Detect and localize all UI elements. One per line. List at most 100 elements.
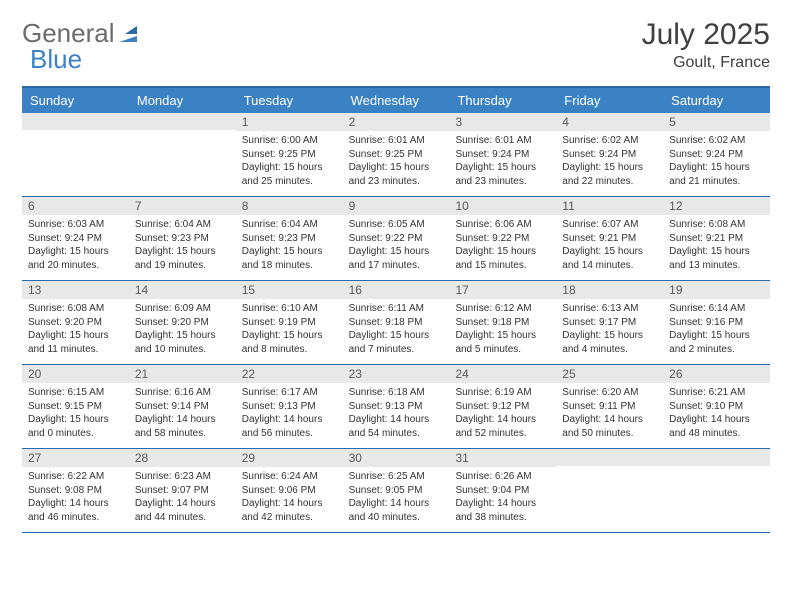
- day-details: Sunrise: 6:04 AMSunset: 9:23 PMDaylight:…: [236, 215, 343, 280]
- day-details: Sunrise: 6:20 AMSunset: 9:11 PMDaylight:…: [556, 383, 663, 448]
- sunset-text: Sunset: 9:15 PM: [28, 400, 123, 414]
- day-cell: 27Sunrise: 6:22 AMSunset: 9:08 PMDayligh…: [22, 449, 129, 532]
- week-row: 27Sunrise: 6:22 AMSunset: 9:08 PMDayligh…: [22, 449, 770, 533]
- day-cell: 26Sunrise: 6:21 AMSunset: 9:10 PMDayligh…: [663, 365, 770, 448]
- day-cell: 31Sunrise: 6:26 AMSunset: 9:04 PMDayligh…: [449, 449, 556, 532]
- sunset-text: Sunset: 9:13 PM: [349, 400, 444, 414]
- logo-icon: [119, 24, 143, 44]
- daylight-text: Daylight: 15 hours and 15 minutes.: [455, 245, 550, 272]
- sunrise-text: Sunrise: 6:06 AM: [455, 218, 550, 232]
- day-cell: 1Sunrise: 6:00 AMSunset: 9:25 PMDaylight…: [236, 113, 343, 196]
- dayname: Tuesday: [236, 88, 343, 113]
- sunset-text: Sunset: 9:18 PM: [455, 316, 550, 330]
- day-cell: 25Sunrise: 6:20 AMSunset: 9:11 PMDayligh…: [556, 365, 663, 448]
- sunset-text: Sunset: 9:14 PM: [135, 400, 230, 414]
- weeks: 1Sunrise: 6:00 AMSunset: 9:25 PMDaylight…: [22, 113, 770, 533]
- day-cell: 15Sunrise: 6:10 AMSunset: 9:19 PMDayligh…: [236, 281, 343, 364]
- daylight-text: Daylight: 15 hours and 23 minutes.: [455, 161, 550, 188]
- day-number: 20: [22, 365, 129, 383]
- day-details: [556, 466, 663, 522]
- sunset-text: Sunset: 9:12 PM: [455, 400, 550, 414]
- dayname: Wednesday: [343, 88, 450, 113]
- dayname: Sunday: [22, 88, 129, 113]
- day-details: Sunrise: 6:17 AMSunset: 9:13 PMDaylight:…: [236, 383, 343, 448]
- day-cell: 8Sunrise: 6:04 AMSunset: 9:23 PMDaylight…: [236, 197, 343, 280]
- sunrise-text: Sunrise: 6:01 AM: [455, 134, 550, 148]
- sunset-text: Sunset: 9:22 PM: [455, 232, 550, 246]
- day-details: Sunrise: 6:21 AMSunset: 9:10 PMDaylight:…: [663, 383, 770, 448]
- week-row: 20Sunrise: 6:15 AMSunset: 9:15 PMDayligh…: [22, 365, 770, 449]
- day-details: Sunrise: 6:01 AMSunset: 9:25 PMDaylight:…: [343, 131, 450, 196]
- day-number: 7: [129, 197, 236, 215]
- day-cell: 3Sunrise: 6:01 AMSunset: 9:24 PMDaylight…: [449, 113, 556, 196]
- sunrise-text: Sunrise: 6:01 AM: [349, 134, 444, 148]
- header: General July 2025 Goult, France: [22, 18, 770, 72]
- month-title: July 2025: [642, 18, 770, 52]
- day-details: Sunrise: 6:12 AMSunset: 9:18 PMDaylight:…: [449, 299, 556, 364]
- daylight-text: Daylight: 14 hours and 48 minutes.: [669, 413, 764, 440]
- day-number: 24: [449, 365, 556, 383]
- sunrise-text: Sunrise: 6:14 AM: [669, 302, 764, 316]
- sunrise-text: Sunrise: 6:08 AM: [28, 302, 123, 316]
- day-number: [129, 113, 236, 130]
- sunrise-text: Sunrise: 6:22 AM: [28, 470, 123, 484]
- day-cell: 11Sunrise: 6:07 AMSunset: 9:21 PMDayligh…: [556, 197, 663, 280]
- week-row: 6Sunrise: 6:03 AMSunset: 9:24 PMDaylight…: [22, 197, 770, 281]
- day-cell: 5Sunrise: 6:02 AMSunset: 9:24 PMDaylight…: [663, 113, 770, 196]
- day-details: Sunrise: 6:08 AMSunset: 9:21 PMDaylight:…: [663, 215, 770, 280]
- sunset-text: Sunset: 9:24 PM: [455, 148, 550, 162]
- day-details: Sunrise: 6:15 AMSunset: 9:15 PMDaylight:…: [22, 383, 129, 448]
- daylight-text: Daylight: 15 hours and 11 minutes.: [28, 329, 123, 356]
- daylight-text: Daylight: 14 hours and 50 minutes.: [562, 413, 657, 440]
- sunrise-text: Sunrise: 6:07 AM: [562, 218, 657, 232]
- day-cell: 18Sunrise: 6:13 AMSunset: 9:17 PMDayligh…: [556, 281, 663, 364]
- sunrise-text: Sunrise: 6:13 AM: [562, 302, 657, 316]
- day-cell: 9Sunrise: 6:05 AMSunset: 9:22 PMDaylight…: [343, 197, 450, 280]
- day-number: 26: [663, 365, 770, 383]
- daylight-text: Daylight: 15 hours and 8 minutes.: [242, 329, 337, 356]
- day-details: Sunrise: 6:22 AMSunset: 9:08 PMDaylight:…: [22, 467, 129, 532]
- day-details: Sunrise: 6:04 AMSunset: 9:23 PMDaylight:…: [129, 215, 236, 280]
- day-details: Sunrise: 6:19 AMSunset: 9:12 PMDaylight:…: [449, 383, 556, 448]
- day-cell: 2Sunrise: 6:01 AMSunset: 9:25 PMDaylight…: [343, 113, 450, 196]
- day-number: [22, 113, 129, 130]
- sunrise-text: Sunrise: 6:15 AM: [28, 386, 123, 400]
- day-details: Sunrise: 6:01 AMSunset: 9:24 PMDaylight:…: [449, 131, 556, 196]
- day-number: 6: [22, 197, 129, 215]
- daylight-text: Daylight: 15 hours and 5 minutes.: [455, 329, 550, 356]
- daylight-text: Daylight: 15 hours and 10 minutes.: [135, 329, 230, 356]
- day-number: 2: [343, 113, 450, 131]
- day-cell: [22, 113, 129, 196]
- daylight-text: Daylight: 15 hours and 20 minutes.: [28, 245, 123, 272]
- day-details: [129, 130, 236, 186]
- day-details: [22, 130, 129, 186]
- day-number: 10: [449, 197, 556, 215]
- sunset-text: Sunset: 9:06 PM: [242, 484, 337, 498]
- sunset-text: Sunset: 9:08 PM: [28, 484, 123, 498]
- sunset-text: Sunset: 9:21 PM: [562, 232, 657, 246]
- day-cell: 6Sunrise: 6:03 AMSunset: 9:24 PMDaylight…: [22, 197, 129, 280]
- sunrise-text: Sunrise: 6:19 AM: [455, 386, 550, 400]
- sunrise-text: Sunrise: 6:00 AM: [242, 134, 337, 148]
- day-details: Sunrise: 6:11 AMSunset: 9:18 PMDaylight:…: [343, 299, 450, 364]
- day-details: Sunrise: 6:02 AMSunset: 9:24 PMDaylight:…: [556, 131, 663, 196]
- day-number: 8: [236, 197, 343, 215]
- sunrise-text: Sunrise: 6:16 AM: [135, 386, 230, 400]
- day-number: 22: [236, 365, 343, 383]
- daylight-text: Daylight: 14 hours and 46 minutes.: [28, 497, 123, 524]
- daylight-text: Daylight: 15 hours and 23 minutes.: [349, 161, 444, 188]
- daylight-text: Daylight: 14 hours and 56 minutes.: [242, 413, 337, 440]
- day-cell: 19Sunrise: 6:14 AMSunset: 9:16 PMDayligh…: [663, 281, 770, 364]
- sunrise-text: Sunrise: 6:04 AM: [135, 218, 230, 232]
- day-details: Sunrise: 6:23 AMSunset: 9:07 PMDaylight:…: [129, 467, 236, 532]
- day-cell: 17Sunrise: 6:12 AMSunset: 9:18 PMDayligh…: [449, 281, 556, 364]
- day-cell: 20Sunrise: 6:15 AMSunset: 9:15 PMDayligh…: [22, 365, 129, 448]
- day-number: 18: [556, 281, 663, 299]
- day-details: Sunrise: 6:26 AMSunset: 9:04 PMDaylight:…: [449, 467, 556, 532]
- day-number: 3: [449, 113, 556, 131]
- day-cell: 29Sunrise: 6:24 AMSunset: 9:06 PMDayligh…: [236, 449, 343, 532]
- day-number: 11: [556, 197, 663, 215]
- sunset-text: Sunset: 9:17 PM: [562, 316, 657, 330]
- sunset-text: Sunset: 9:05 PM: [349, 484, 444, 498]
- daylight-text: Daylight: 14 hours and 54 minutes.: [349, 413, 444, 440]
